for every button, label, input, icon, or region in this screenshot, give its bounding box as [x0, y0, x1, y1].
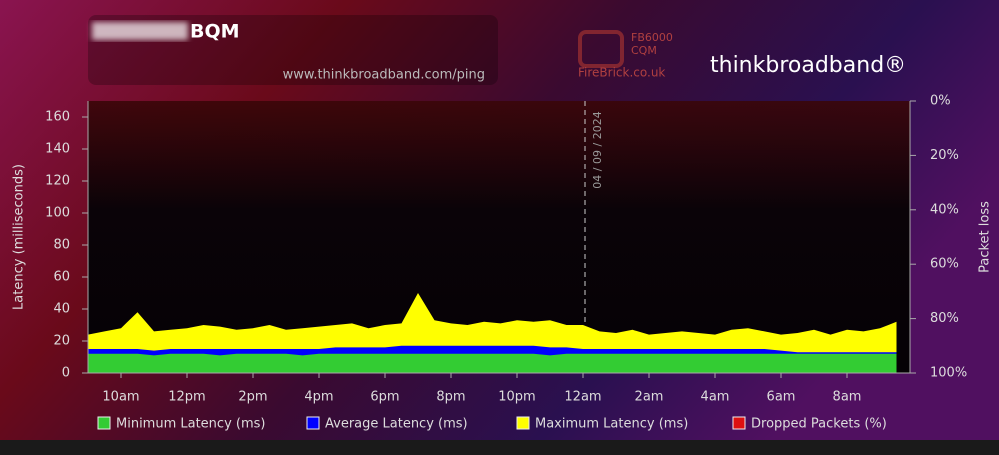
legend-label: Maximum Latency (ms): [535, 417, 688, 432]
x-tick-label: 2pm: [238, 390, 267, 405]
y2-tick-label: 0%: [930, 94, 951, 109]
y-tick-label: 60: [53, 270, 70, 285]
y2-tick-label: 60%: [930, 257, 959, 272]
x-tick-label: 8am: [833, 390, 862, 405]
x-tick-label: 8pm: [436, 390, 465, 405]
y-tick-label: 80: [53, 238, 70, 253]
legend-label: Average Latency (ms): [325, 417, 468, 432]
x-tick-label: 2am: [635, 390, 664, 405]
latency-area: [88, 353, 897, 373]
logo-text: CQM: [631, 44, 657, 57]
y-tick-label: 20: [53, 334, 70, 349]
logo-text: thinkbroadband®: [710, 53, 906, 78]
redaction: [92, 22, 188, 40]
y-tick-label: 140: [45, 142, 70, 157]
y2-axis-label: Packet loss: [978, 201, 993, 273]
y-tick-label: 100: [45, 206, 70, 221]
y-tick-label: 0: [62, 366, 70, 381]
legend-swatch: [97, 416, 111, 430]
date-annotation: 04 / 09 / 2024: [591, 111, 604, 188]
logo-text: FireBrick.co.uk: [578, 66, 665, 80]
y-tick-label: 120: [45, 174, 70, 189]
y-tick-label: 40: [53, 302, 70, 317]
x-tick-label: 6pm: [370, 390, 399, 405]
legend-swatch: [306, 416, 320, 430]
y2-tick-label: 100%: [930, 366, 967, 381]
header-box: [88, 15, 498, 85]
x-tick-label: 12pm: [168, 390, 205, 405]
legend-swatch: [732, 416, 746, 430]
logo-text: FB6000: [631, 31, 673, 44]
y2-tick-label: 80%: [930, 311, 959, 326]
subtitle: www.thinkbroadband.com/ping: [283, 68, 485, 83]
legend-swatch: [516, 416, 530, 430]
footer-band: [0, 440, 999, 455]
x-tick-label: 10pm: [498, 390, 535, 405]
chart-title: BQM: [190, 21, 240, 43]
firebrick-icon: [578, 30, 624, 68]
legend-label: Dropped Packets (%): [751, 417, 887, 432]
x-tick-label: 6am: [767, 390, 796, 405]
x-tick-label: 4am: [701, 390, 730, 405]
y-tick-label: 160: [45, 110, 70, 125]
x-tick-label: 12am: [564, 390, 601, 405]
x-tick-label: 4pm: [304, 390, 333, 405]
y2-tick-label: 20%: [930, 148, 959, 163]
y2-tick-label: 40%: [930, 202, 959, 217]
x-tick-label: 10am: [102, 390, 139, 405]
y-axis-label: Latency (milliseconds): [12, 164, 27, 310]
legend-label: Minimum Latency (ms): [116, 417, 265, 432]
